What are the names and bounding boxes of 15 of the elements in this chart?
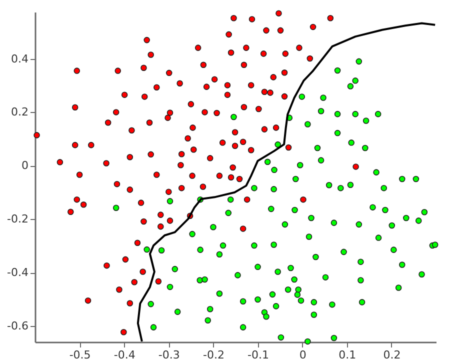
x-tick-label: 0.1 (338, 348, 356, 362)
x-tick-label: 0.2 (383, 348, 401, 362)
x-tick-label: -0.5 (69, 348, 91, 362)
y-tick-label: -0.4 (7, 266, 28, 280)
x-tick-label: 0 (299, 348, 306, 362)
y-tick-label: 0.4 (11, 52, 28, 66)
y-tick-label: 0.2 (11, 106, 28, 119)
y-tick-label: -0.2 (7, 212, 28, 226)
x-tick-label: -0.3 (158, 348, 180, 362)
x-tick-label: -0.2 (202, 348, 224, 362)
line-series (136, 22, 436, 342)
y-tick-label: 0 (22, 159, 28, 172)
x-tick-label: -0.1 (248, 348, 270, 362)
y-tick-label: -0.6 (7, 319, 28, 332)
x-tick-label: -0.4 (114, 348, 136, 362)
